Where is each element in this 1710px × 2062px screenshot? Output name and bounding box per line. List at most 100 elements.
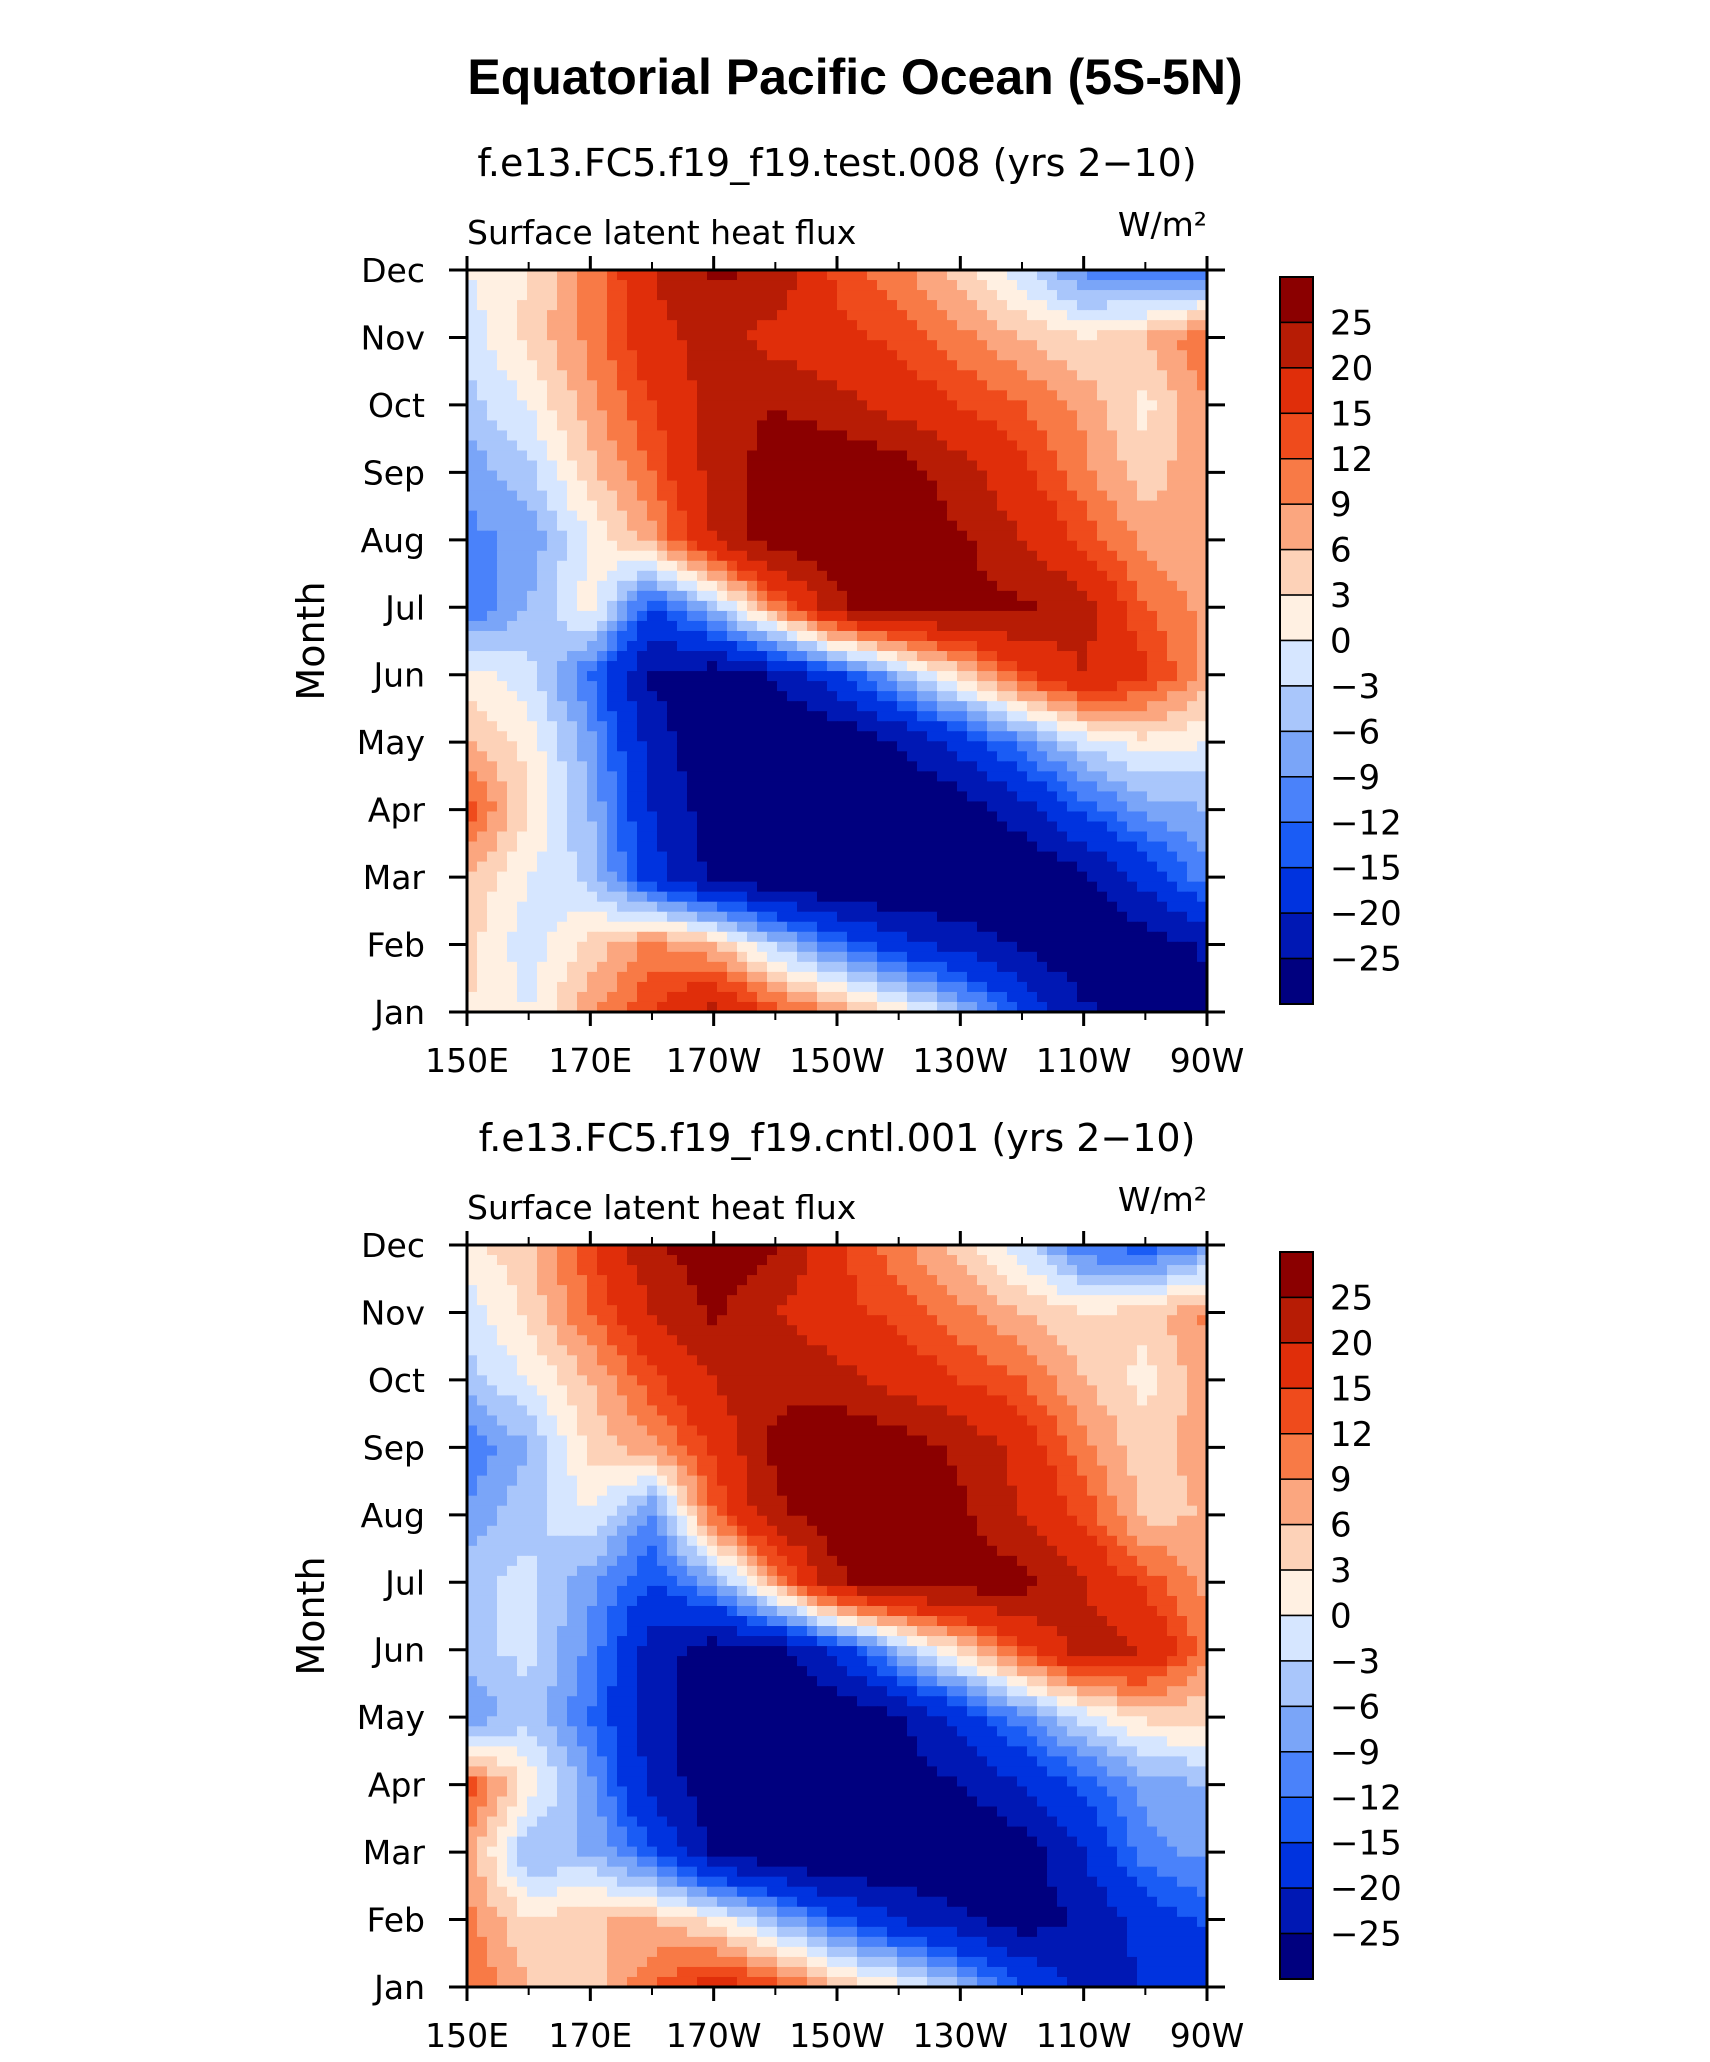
heatmap-cell bbox=[1047, 751, 1058, 762]
heatmap-cell bbox=[707, 280, 718, 291]
heatmap-cell bbox=[737, 580, 748, 592]
heatmap-cell bbox=[737, 841, 748, 853]
heatmap-cell bbox=[847, 781, 858, 793]
heatmap-cell bbox=[1047, 831, 1058, 843]
heatmap-cell bbox=[567, 340, 578, 351]
heatmap-cell bbox=[497, 771, 508, 782]
heatmap-cell bbox=[817, 410, 828, 422]
heatmap-cell bbox=[617, 620, 628, 632]
heatmap-cell bbox=[947, 711, 958, 722]
heatmap-cell bbox=[807, 360, 818, 371]
heatmap-cell bbox=[507, 430, 518, 442]
heatmap-cell bbox=[877, 801, 888, 813]
heatmap-cell bbox=[467, 641, 478, 652]
heatmap-cell bbox=[947, 600, 958, 612]
heatmap-cell bbox=[997, 741, 1008, 752]
heatmap-cell bbox=[1117, 641, 1128, 652]
heatmap-cell bbox=[1167, 911, 1178, 923]
heatmap-cell bbox=[867, 450, 878, 462]
heatmap-cell bbox=[1077, 761, 1088, 772]
heatmap-cell bbox=[967, 701, 978, 712]
heatmap-cell bbox=[1127, 651, 1138, 662]
heatmap-cell bbox=[1087, 921, 1098, 933]
heatmap-cell bbox=[477, 540, 488, 552]
heatmap-cell bbox=[977, 651, 988, 662]
heatmap-cell bbox=[707, 901, 718, 913]
heatmap-cell bbox=[867, 370, 878, 381]
heatmap-cell bbox=[1007, 781, 1018, 793]
heatmap-cell bbox=[1007, 420, 1018, 432]
heatmap-cell bbox=[967, 560, 978, 572]
heatmap-cell bbox=[867, 620, 878, 632]
heatmap-cell bbox=[1137, 630, 1148, 642]
heatmap-cell bbox=[1187, 400, 1198, 411]
heatmap-cell bbox=[627, 490, 638, 502]
heatmap-cell bbox=[1057, 290, 1068, 301]
heatmap-cell bbox=[897, 620, 908, 632]
heatmap-cell bbox=[507, 681, 518, 692]
heatmap-cell bbox=[1127, 681, 1138, 692]
heatmap-cell bbox=[787, 911, 798, 923]
heatmap-cell bbox=[657, 901, 668, 913]
heatmap-cell bbox=[1197, 911, 1207, 923]
heatmap-cell bbox=[1007, 570, 1018, 582]
heatmap-cell bbox=[797, 761, 808, 772]
heatmap-cell bbox=[817, 280, 828, 291]
heatmap-cell bbox=[807, 350, 818, 361]
heatmap-cell bbox=[717, 630, 728, 642]
heatmap-cell bbox=[737, 380, 748, 391]
heatmap-cell bbox=[597, 731, 608, 742]
heatmap-cell bbox=[1087, 791, 1098, 803]
heatmap-cell bbox=[817, 340, 828, 351]
heatmap-cell bbox=[747, 801, 758, 813]
heatmap-cell bbox=[1047, 651, 1058, 662]
heatmap-cell bbox=[757, 590, 768, 602]
heatmap-cell bbox=[967, 821, 978, 833]
heatmap-cell bbox=[477, 600, 488, 612]
heatmap-cell bbox=[877, 641, 888, 652]
heatmap-cell bbox=[707, 310, 718, 321]
heatmap-cell bbox=[787, 881, 798, 893]
heatmap-cell bbox=[1097, 480, 1108, 492]
heatmap-cell bbox=[917, 751, 928, 762]
heatmap-cell bbox=[1077, 360, 1088, 371]
heatmap-cell bbox=[767, 610, 778, 622]
heatmap-cell bbox=[737, 781, 748, 793]
heatmap-cell bbox=[787, 560, 798, 572]
heatmap-cell bbox=[817, 570, 828, 582]
heatmap-cell bbox=[577, 600, 588, 612]
heatmap-cell bbox=[1007, 841, 1018, 853]
heatmap-cell bbox=[1007, 310, 1018, 321]
heatmap-cell bbox=[797, 871, 808, 883]
heatmap-cell bbox=[537, 731, 548, 742]
heatmap-cell bbox=[477, 651, 488, 662]
heatmap-cell bbox=[667, 610, 678, 622]
heatmap-cell bbox=[697, 320, 708, 331]
heatmap-cell bbox=[587, 300, 598, 311]
heatmap-cell bbox=[997, 811, 1008, 823]
heatmap-cell bbox=[787, 480, 798, 492]
heatmap-cell bbox=[1187, 701, 1198, 712]
heatmap-cell bbox=[487, 560, 498, 572]
heatmap-cell bbox=[1027, 370, 1038, 381]
heatmap-cell bbox=[477, 801, 488, 813]
heatmap-cell bbox=[797, 921, 808, 933]
heatmap-cell bbox=[837, 791, 848, 803]
heatmap-cell bbox=[597, 440, 608, 452]
heatmap-cell bbox=[1037, 701, 1048, 712]
heatmap-cell bbox=[707, 851, 718, 863]
heatmap-cell bbox=[567, 630, 578, 642]
heatmap-cell bbox=[967, 530, 978, 542]
heatmap-cell bbox=[797, 681, 808, 692]
heatmap-cell bbox=[747, 430, 758, 442]
heatmap-cell bbox=[1147, 360, 1158, 371]
heatmap-cell bbox=[477, 901, 488, 913]
heatmap-cell bbox=[947, 741, 958, 752]
heatmap-cell bbox=[777, 340, 788, 351]
heatmap-cell bbox=[607, 570, 618, 582]
heatmap-cell bbox=[697, 300, 708, 311]
heatmap-cell bbox=[1127, 490, 1138, 502]
heatmap-cell bbox=[517, 390, 528, 401]
heatmap-cell bbox=[567, 510, 578, 522]
heatmap-cell bbox=[737, 390, 748, 401]
